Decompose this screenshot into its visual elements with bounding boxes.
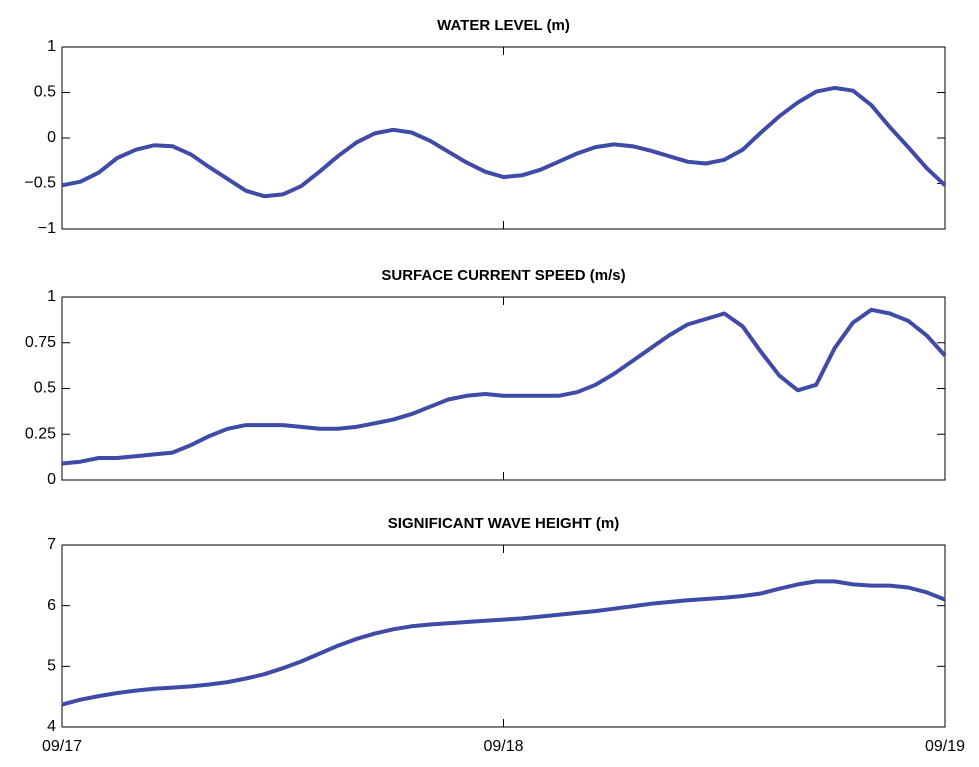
y-tick-label: 6: [47, 597, 56, 614]
data-line: [61, 85, 947, 199]
data-line: [61, 579, 946, 707]
y-tick-label: 0.75: [25, 334, 56, 351]
y-tick-label: 5: [47, 658, 56, 675]
y-tick-label: 1: [47, 288, 56, 305]
plot-frame: [61, 544, 946, 728]
chart-title: SURFACE CURRENT SPEED (m/s): [381, 267, 625, 284]
y-tick-label: 0.5: [34, 84, 56, 101]
y-tick-label: 0: [47, 129, 56, 146]
plot-frame: [61, 296, 946, 481]
plot-frame: [61, 46, 946, 230]
y-tick-label: 0: [47, 471, 56, 488]
y-tick-label: 1: [47, 38, 56, 55]
x-tick-label: 09/17: [42, 738, 82, 755]
y-tick-label: −1: [38, 220, 56, 237]
x-tick-label: 09/19: [925, 738, 965, 755]
y-tick-label: 4: [47, 718, 56, 735]
y-tick-label: 0.5: [34, 380, 56, 397]
chart-title: WATER LEVEL (m): [437, 17, 570, 34]
y-tick-label: 7: [47, 536, 56, 553]
chart-title: SIGNIFICANT WAVE HEIGHT (m): [388, 515, 619, 532]
x-tick-label: 09/18: [483, 738, 523, 755]
y-tick-label: 0.25: [25, 425, 56, 442]
data-line: [61, 307, 947, 466]
y-tick-label: −0.5: [24, 175, 56, 192]
